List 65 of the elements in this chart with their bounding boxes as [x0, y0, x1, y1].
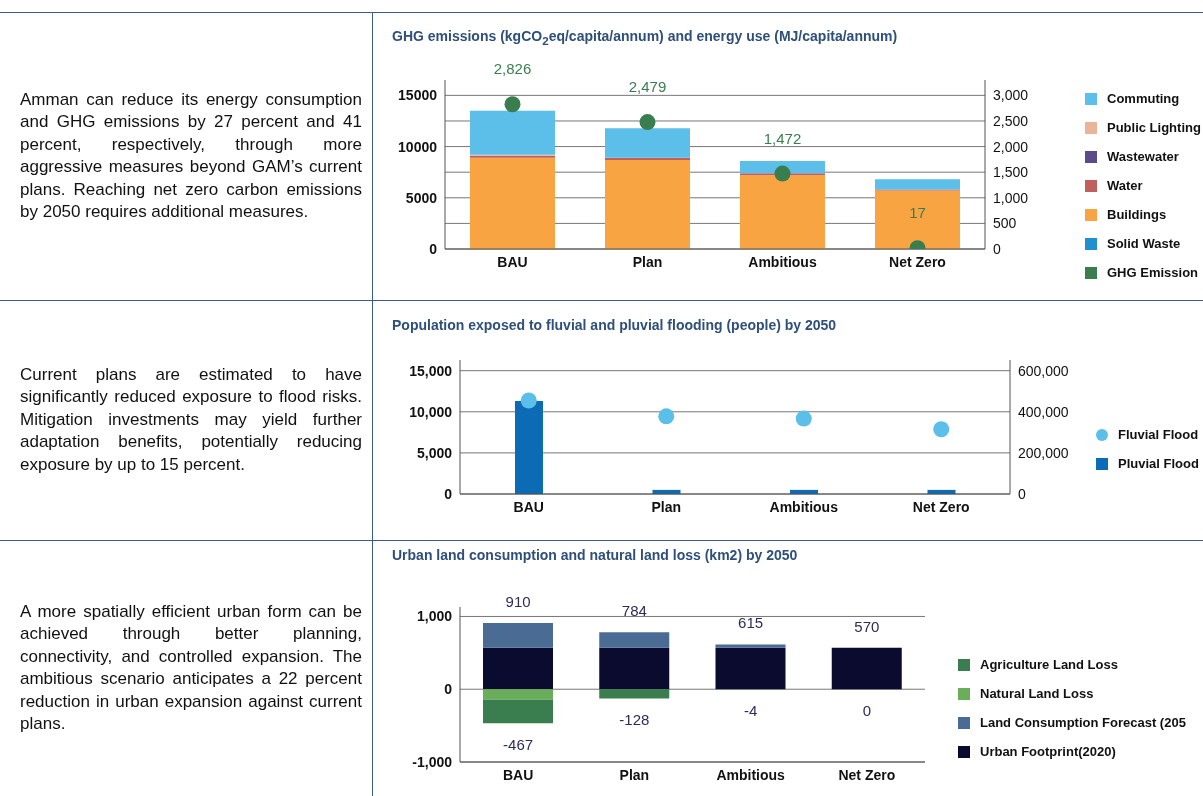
y2-tick-label: 600,000: [1018, 362, 1069, 379]
y-tick-label: -1,000: [412, 753, 453, 770]
x-tick-label: Plan: [651, 498, 682, 515]
data-label: 2,479: [628, 78, 667, 96]
y2-tick-label: 2,000: [993, 138, 1029, 155]
text: Current plans are estimated to have significantly reduced exposure to flood risks. Mitigation investments may yield further adaptation benefits, potentially reducing exposure by up to 15 percent.: [20, 363, 362, 476]
legend-label: Natural Land Loss: [980, 686, 1094, 701]
legend-label: Solid Waste: [1107, 236, 1181, 251]
legend-label: Agriculture Land Loss: [980, 657, 1118, 672]
data-label: 17: [909, 204, 926, 222]
x-tick-label: BAU: [497, 253, 528, 270]
data-label: 2,826: [493, 60, 532, 78]
y2-tick-label: 3,000: [993, 87, 1029, 104]
y2-tick-label: 500: [993, 215, 1017, 232]
chart-title: Urban land consumption and natural land loss (km2) by 2050: [392, 547, 798, 563]
chart-title: Population exposed to fluvial and pluvial flooding (people) by 2050: [392, 317, 837, 333]
y-tick-label: 15,000: [409, 362, 453, 379]
legend-label: GHG Emission: [1107, 265, 1199, 280]
y2-tick-label: 0: [1018, 485, 1026, 502]
text: Amman can reduce its energy consumption and GHG emissions by 27 percent and 41 percent, respectively, through more aggressive measures beyond GAM’s current plans. Reaching net zero carbon emissions by 2050 requires additional measures.: [20, 88, 362, 223]
legend-label: Fluvial Flood: [1118, 427, 1199, 442]
y2-tick-label: 1,500: [993, 164, 1029, 181]
annotation: 910: [505, 593, 531, 611]
x-tick-label: Net Zero: [838, 766, 896, 783]
legend-label: Wastewater: [1107, 149, 1179, 164]
legend-label: Water: [1107, 178, 1143, 193]
legend-label: Land Consumption Forecast (205: [980, 715, 1186, 730]
x-tick-label: BAU: [502, 766, 534, 783]
y-tick-label: 15000: [398, 87, 438, 104]
x-tick-label: Plan: [632, 253, 663, 270]
annotation: -128: [619, 711, 650, 729]
annotation: -4: [743, 702, 758, 720]
x-tick-label: Net Zero: [912, 498, 970, 515]
legend-label: Buildings: [1107, 207, 1167, 222]
y2-tick-label: 1,000: [993, 189, 1029, 206]
x-tick-label: Ambitious: [769, 498, 839, 515]
y-tick-label: 10,000: [409, 403, 453, 420]
annotation: 784: [621, 602, 647, 620]
x-tick-label: Plan: [619, 766, 650, 783]
y-tick-label: 5000: [405, 189, 438, 206]
x-tick-label: Net Zero: [889, 253, 946, 270]
annotation: 570: [854, 617, 880, 635]
data-label: 1,472: [763, 129, 802, 147]
text: A more spatially efficient urban form can be achieved through better planning, connectivity, and controlled expansion. The ambitious scenario anticipates a 22 percent reduction in urban expansion against current plans.: [20, 600, 362, 735]
y2-tick-label: 400,000: [1018, 403, 1069, 420]
legend-label: Urban Footprint(2020): [980, 744, 1116, 759]
x-tick-label: Ambitious: [748, 253, 817, 270]
annotation: 0: [862, 701, 872, 719]
y-tick-label: 0: [444, 681, 453, 698]
y-tick-label: 0: [444, 485, 453, 502]
y-tick-label: 0: [429, 240, 438, 257]
y2-tick-label: 2,500: [993, 112, 1029, 129]
x-tick-label: BAU: [513, 498, 544, 515]
legend-label: Pluvial Flood: [1118, 456, 1199, 471]
y2-tick-label: 200,000: [1018, 444, 1069, 461]
x-tick-label: Ambitious: [716, 766, 786, 783]
y-tick-label: 10000: [398, 138, 438, 155]
annotation: -467: [503, 735, 534, 753]
y-tick-label: 1,000: [416, 608, 453, 625]
y2-tick-label: 0: [993, 240, 1001, 257]
legend-label: Public Lighting: [1107, 120, 1201, 135]
legend-label: Commuting: [1107, 91, 1180, 106]
chart-title: GHG emissions (kgCO$_{2}$eq/capita/annum) and energy use (MJ/capita/annum): [392, 28, 898, 47]
y-tick-label: 5,000: [416, 444, 453, 461]
annotation: 615: [738, 614, 764, 632]
